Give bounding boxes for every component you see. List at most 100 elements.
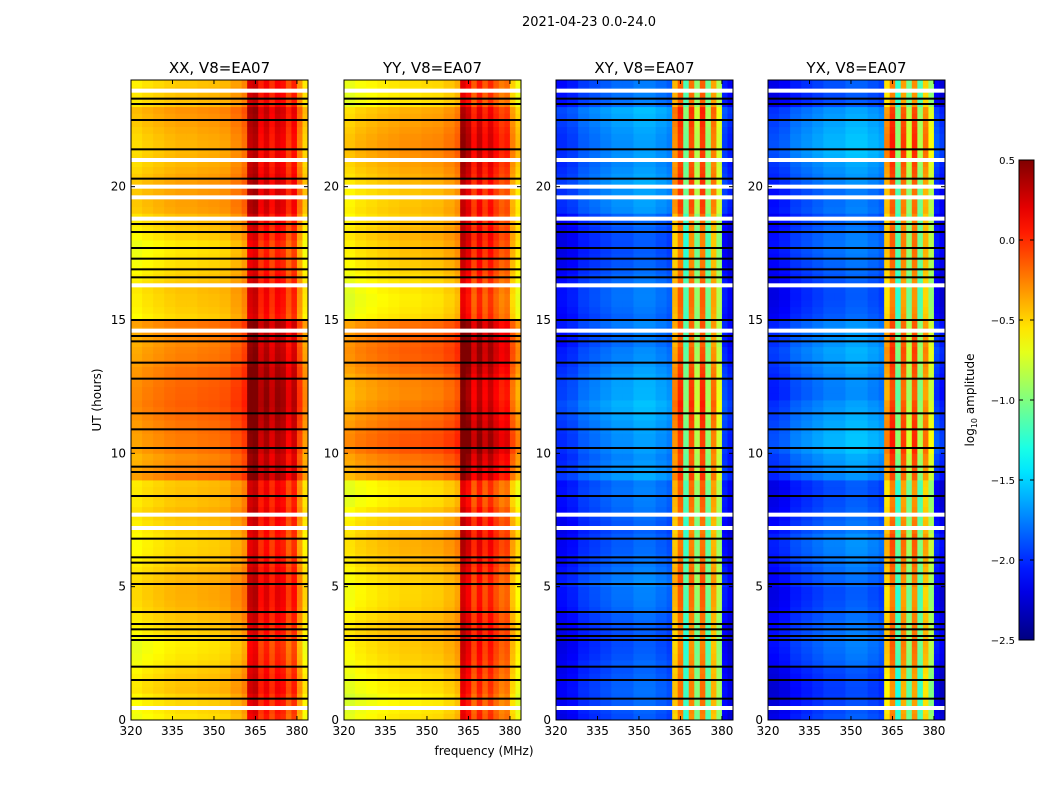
heatmap-cell bbox=[280, 480, 287, 488]
heatmap-cell bbox=[175, 386, 187, 394]
heatmap-cell bbox=[454, 173, 461, 181]
heatmap-cell bbox=[443, 486, 456, 494]
heatmap-cell bbox=[247, 613, 254, 621]
heatmap-cell bbox=[230, 466, 243, 474]
heatmap-cell bbox=[274, 640, 281, 648]
heatmap-cell bbox=[399, 133, 411, 141]
heatmap-cell bbox=[344, 253, 356, 261]
heatmap-cell bbox=[515, 540, 522, 548]
heatmap-cell bbox=[344, 186, 356, 194]
heatmap-cell bbox=[263, 353, 270, 361]
heatmap-cell bbox=[721, 586, 728, 594]
heatmap-cell bbox=[699, 606, 706, 614]
heatmap-cell bbox=[589, 686, 601, 694]
flagged-line bbox=[344, 697, 521, 700]
flagged-line bbox=[131, 412, 308, 415]
heatmap-cell bbox=[175, 713, 187, 721]
heatmap-cell bbox=[197, 386, 209, 394]
heatmap-cell bbox=[471, 186, 478, 194]
heatmap-cell bbox=[269, 566, 276, 574]
heatmap-cell bbox=[515, 393, 522, 401]
heatmap-cell bbox=[498, 346, 505, 354]
heatmap-cell bbox=[186, 586, 198, 594]
heatmap-cell bbox=[454, 700, 461, 708]
heatmap-cell bbox=[285, 466, 292, 474]
heatmap-cell bbox=[344, 473, 356, 481]
heatmap-cell bbox=[454, 386, 461, 394]
heatmap-cell bbox=[241, 700, 248, 708]
heatmap-cell bbox=[164, 473, 176, 481]
heatmap-cell bbox=[186, 413, 198, 421]
heatmap-cell bbox=[291, 660, 298, 668]
heatmap-cell bbox=[399, 286, 411, 294]
heatmap-cell bbox=[142, 586, 154, 594]
heatmap-cell bbox=[476, 420, 483, 428]
heatmap-cell bbox=[410, 313, 422, 321]
heatmap-cell bbox=[186, 460, 198, 468]
heatmap-cell bbox=[280, 660, 287, 668]
heatmap-cell bbox=[302, 180, 309, 188]
heatmap-cell bbox=[432, 706, 444, 714]
heatmap-cell bbox=[611, 533, 623, 541]
heatmap-cell bbox=[410, 653, 422, 661]
heatmap-cell bbox=[252, 460, 259, 468]
heatmap-cell bbox=[208, 353, 220, 361]
heatmap-cell bbox=[377, 166, 389, 174]
heatmap-cell bbox=[556, 666, 568, 674]
heatmap-cell bbox=[388, 186, 400, 194]
heatmap-cell bbox=[142, 433, 154, 441]
heatmap-cell bbox=[465, 166, 472, 174]
heatmap-cell bbox=[694, 660, 701, 668]
heatmap-cell bbox=[476, 566, 483, 574]
heatmap-cell bbox=[280, 413, 287, 421]
heatmap-cell bbox=[578, 713, 590, 721]
heatmap-cell bbox=[600, 646, 612, 654]
heatmap-cell bbox=[366, 686, 378, 694]
heatmap-cell bbox=[666, 646, 673, 654]
heatmap-cell bbox=[399, 406, 411, 414]
heatmap-cell bbox=[219, 486, 231, 494]
heatmap-cell bbox=[482, 453, 489, 461]
heatmap-cell bbox=[175, 200, 187, 208]
flagged-line bbox=[344, 635, 521, 637]
heatmap-cell bbox=[131, 420, 143, 428]
heatmap-cell bbox=[197, 120, 209, 128]
heatmap-cell bbox=[131, 346, 143, 354]
heatmap-cell bbox=[142, 420, 154, 428]
heatmap-cell bbox=[247, 546, 254, 554]
heatmap-cell bbox=[164, 80, 176, 88]
heatmap-cell bbox=[509, 206, 516, 214]
heatmap-cell bbox=[699, 613, 706, 621]
heatmap-cell bbox=[509, 366, 516, 374]
heatmap-cell bbox=[432, 200, 444, 208]
heatmap-cell bbox=[153, 566, 165, 574]
heatmap-cell bbox=[465, 160, 472, 168]
heatmap-cell bbox=[498, 233, 505, 241]
heatmap-cell bbox=[487, 673, 494, 681]
heatmap-cell bbox=[504, 206, 511, 214]
heatmap-cell bbox=[247, 600, 254, 608]
heatmap-cell bbox=[131, 700, 143, 708]
heatmap-cell bbox=[443, 253, 456, 261]
heatmap-cell bbox=[285, 420, 292, 428]
heatmap-cell bbox=[399, 646, 411, 654]
heatmap-cell bbox=[186, 340, 198, 348]
heatmap-cell bbox=[263, 400, 270, 408]
heatmap-cell bbox=[432, 113, 444, 121]
heatmap-cell bbox=[153, 253, 165, 261]
flagged-line bbox=[131, 119, 308, 121]
heatmap-cell bbox=[186, 533, 198, 541]
heatmap-cell bbox=[280, 160, 287, 168]
heatmap-cell bbox=[241, 260, 248, 268]
heatmap-cell bbox=[175, 380, 187, 388]
heatmap-cell bbox=[230, 93, 243, 101]
heatmap-cell bbox=[241, 613, 248, 621]
heatmap-cell bbox=[443, 240, 456, 248]
heatmap-cell bbox=[186, 506, 198, 514]
heatmap-cell bbox=[280, 286, 287, 294]
heatmap-cell bbox=[699, 713, 706, 721]
heatmap-cell bbox=[515, 700, 522, 708]
heatmap-cell bbox=[219, 420, 231, 428]
heatmap-cell bbox=[498, 300, 505, 308]
heatmap-cell bbox=[476, 240, 483, 248]
